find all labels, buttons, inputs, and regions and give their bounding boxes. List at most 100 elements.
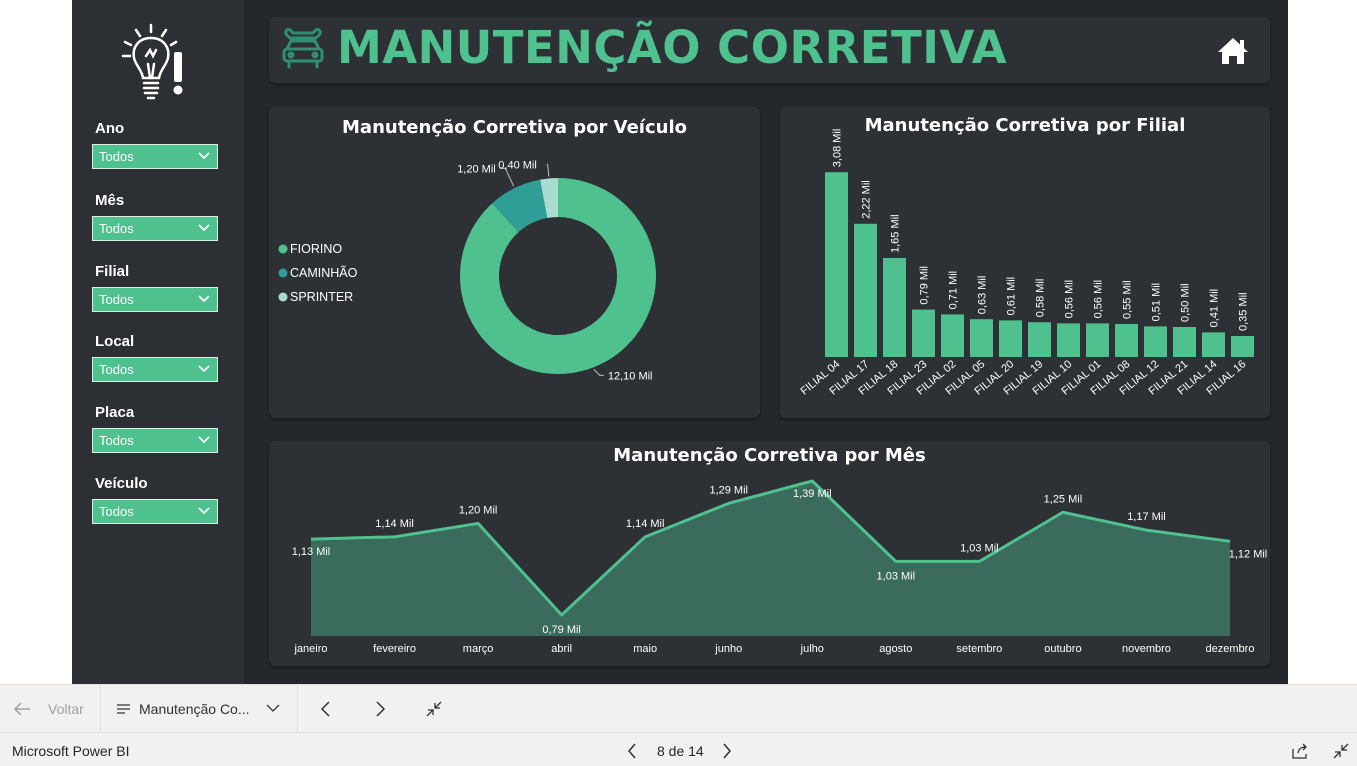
leader-line	[546, 163, 550, 177]
chevron-down-icon	[198, 295, 210, 303]
data-label: 1,12 Mil	[1229, 548, 1268, 560]
previous-page-icon[interactable]	[625, 742, 639, 760]
data-label: 0,40 Mil	[498, 159, 537, 171]
filter-mes: Mês Todos	[92, 192, 218, 241]
donut-chart[interactable]: 12,10 Mil 1,20 Mil 0,40 Mil FIORINO CAMINHÃO…	[269, 107, 760, 418]
filter-filial: Filial Todos	[92, 263, 218, 312]
bar	[854, 223, 877, 357]
dropdown-value: Todos	[99, 221, 134, 236]
mes-dropdown[interactable]: Todos	[92, 216, 218, 241]
share-icon[interactable]	[1290, 741, 1310, 761]
bar	[1115, 324, 1138, 357]
next-page-icon[interactable]	[720, 742, 734, 760]
legend-marker	[278, 268, 288, 278]
dropdown-value: Todos	[99, 433, 134, 448]
chevron-down-icon	[198, 365, 210, 373]
filter-label: Mês	[95, 192, 125, 209]
chevron-down-icon	[198, 152, 210, 160]
exit-fullscreen-icon[interactable]	[1331, 741, 1351, 761]
previous-page-icon[interactable]	[318, 699, 334, 719]
data-label: 0,51 Mil	[1151, 283, 1163, 322]
exit-fullscreen-icon[interactable]	[424, 699, 444, 719]
filial-dropdown[interactable]: Todos	[92, 287, 218, 312]
filter-label: Ano	[95, 120, 125, 137]
page-name: Manutenção Co...	[139, 701, 250, 717]
donut-slice	[540, 178, 558, 218]
back-button[interactable]: Voltar	[12, 697, 84, 721]
page-navigation-bar: Voltar Manutenção Co...	[0, 684, 1357, 733]
list-icon	[117, 704, 130, 714]
ano-dropdown[interactable]: Todos	[92, 144, 218, 169]
month-area-card: Manutenção Corretiva por Mês 1,13 Mil 1,1…	[269, 441, 1270, 666]
bar	[883, 258, 906, 357]
legend-label: CAMINHÃO	[290, 266, 358, 280]
filter-label: Filial	[95, 263, 130, 280]
chart-title: Manutenção Corretiva por Mês	[613, 445, 926, 466]
bar	[1057, 323, 1080, 357]
placa-dropdown[interactable]: Todos	[92, 428, 218, 453]
home-icon[interactable]	[1216, 36, 1250, 66]
data-label: 0,79 Mil	[542, 624, 581, 636]
data-label: 0,56 Mil	[1093, 280, 1105, 319]
x-tick-label: outubro	[1044, 643, 1081, 655]
area-line	[310, 479, 1231, 617]
data-label: 0,55 Mil	[1122, 280, 1134, 319]
bar	[1173, 327, 1196, 357]
area-chart[interactable]: 1,13 Mil 1,14 Mil 1,20 Mil 0,79 Mil 1,14 Mil…	[269, 441, 1270, 666]
donut-slice	[492, 179, 548, 233]
x-tick-label: abril	[551, 643, 572, 655]
legend-label: SPRINTER	[290, 290, 353, 304]
data-label: 1,39 Mil	[793, 488, 832, 500]
x-tick-label: maio	[633, 643, 657, 655]
data-label: 0,63 Mil	[977, 276, 989, 315]
header-banner: MANUTENÇÃO CORRETIVA	[269, 17, 1270, 83]
x-tick-label: novembro	[1122, 643, 1171, 655]
filter-label: Local	[95, 333, 135, 350]
car-wrench-icon	[282, 28, 324, 69]
data-label: 0,35 Mil	[1238, 292, 1250, 331]
separator	[100, 685, 101, 733]
dropdown-value: Todos	[99, 292, 134, 307]
data-label: 0,79 Mil	[919, 266, 931, 305]
filter-sidebar: Ano Todos Mês Todos Filial Todos Local T…	[72, 0, 244, 684]
chart-title: Manutenção Corretiva por Veículo	[342, 117, 687, 138]
data-label: 1,25 Mil	[1044, 493, 1083, 505]
filter-label: Placa	[95, 404, 135, 421]
report-canvas: Ano Todos Mês Todos Filial Todos Local T…	[72, 0, 1288, 684]
bar	[1202, 332, 1225, 357]
data-label: 3,08 Mil	[832, 129, 844, 168]
dropdown-value: Todos	[99, 504, 134, 519]
page-title: MANUTENÇÃO CORRETIVA	[337, 21, 1008, 74]
filter-veiculo: Veículo Todos	[92, 475, 218, 524]
chevron-down-icon	[198, 507, 210, 515]
bar	[1144, 326, 1167, 357]
data-label: 1,14 Mil	[375, 518, 414, 530]
data-label: 1,65 Mil	[890, 214, 902, 253]
next-page-icon[interactable]	[372, 699, 388, 719]
filter-ano: Ano Todos	[92, 120, 218, 169]
page-selector[interactable]: Manutenção Co...	[116, 697, 284, 721]
chart-title: Manutenção Corretiva por Filial	[864, 115, 1186, 136]
data-label: 2,22 Mil	[861, 180, 873, 219]
data-label: 1,13 Mil	[292, 546, 331, 558]
bar	[970, 319, 993, 357]
data-label: 0,50 Mil	[1180, 283, 1192, 322]
filter-placa: Placa Todos	[92, 404, 218, 453]
x-tick-label: dezembro	[1206, 643, 1255, 655]
data-label: 1,03 Mil	[960, 542, 999, 554]
data-label: 1,20 Mil	[459, 504, 498, 516]
bar	[912, 309, 935, 357]
local-dropdown[interactable]: Todos	[92, 357, 218, 382]
lightbulb-logo	[121, 23, 183, 100]
arrow-left-icon	[13, 702, 30, 716]
data-label: 0,58 Mil	[1035, 279, 1047, 318]
x-tick-label: março	[463, 643, 494, 655]
veiculo-dropdown[interactable]: Todos	[92, 499, 218, 524]
legend-marker	[278, 244, 288, 254]
legend-marker	[278, 292, 288, 302]
chevron-down-icon	[198, 224, 210, 232]
data-label: 0,41 Mil	[1209, 289, 1221, 328]
separator	[297, 685, 298, 733]
x-tick-label: julho	[800, 643, 824, 655]
